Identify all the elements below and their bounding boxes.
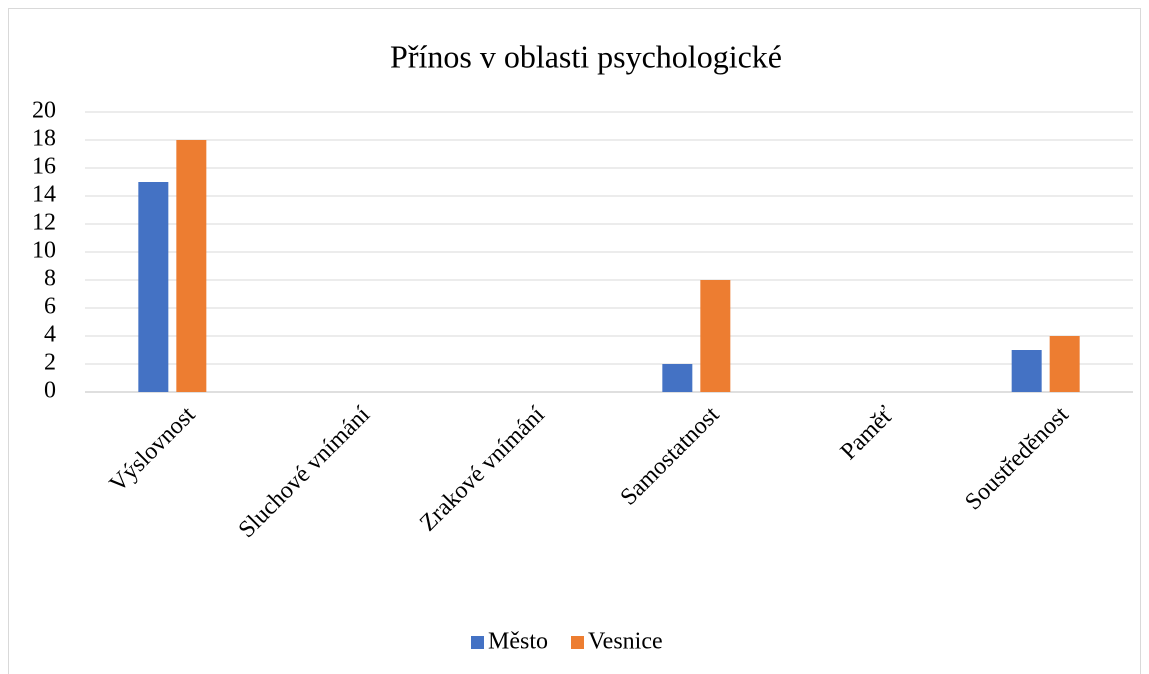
legend-swatch [471,636,484,649]
bar [176,140,207,392]
y-tick-label: 18 [32,126,56,152]
chart-title: Přínos v oblasti psychologické [390,38,782,74]
legend-swatch [571,636,584,649]
bar [1049,336,1080,392]
y-tick-label: 20 [32,98,56,124]
bar [700,280,731,392]
y-tick-label: 14 [32,182,56,208]
legend-label: Vesnice [588,629,663,655]
y-tick-label: 10 [32,238,56,264]
y-tick-label: 12 [32,210,56,236]
bar [138,182,169,392]
y-tick-label: 16 [32,154,56,180]
y-tick-label: 2 [44,350,56,376]
y-tick-label: 6 [44,294,56,320]
bar [1011,350,1042,392]
bar [662,364,693,392]
y-tick-label: 4 [44,322,56,348]
y-tick-label: 8 [44,266,56,292]
legend-label: Město [488,629,548,655]
y-tick-label: 0 [44,378,56,404]
